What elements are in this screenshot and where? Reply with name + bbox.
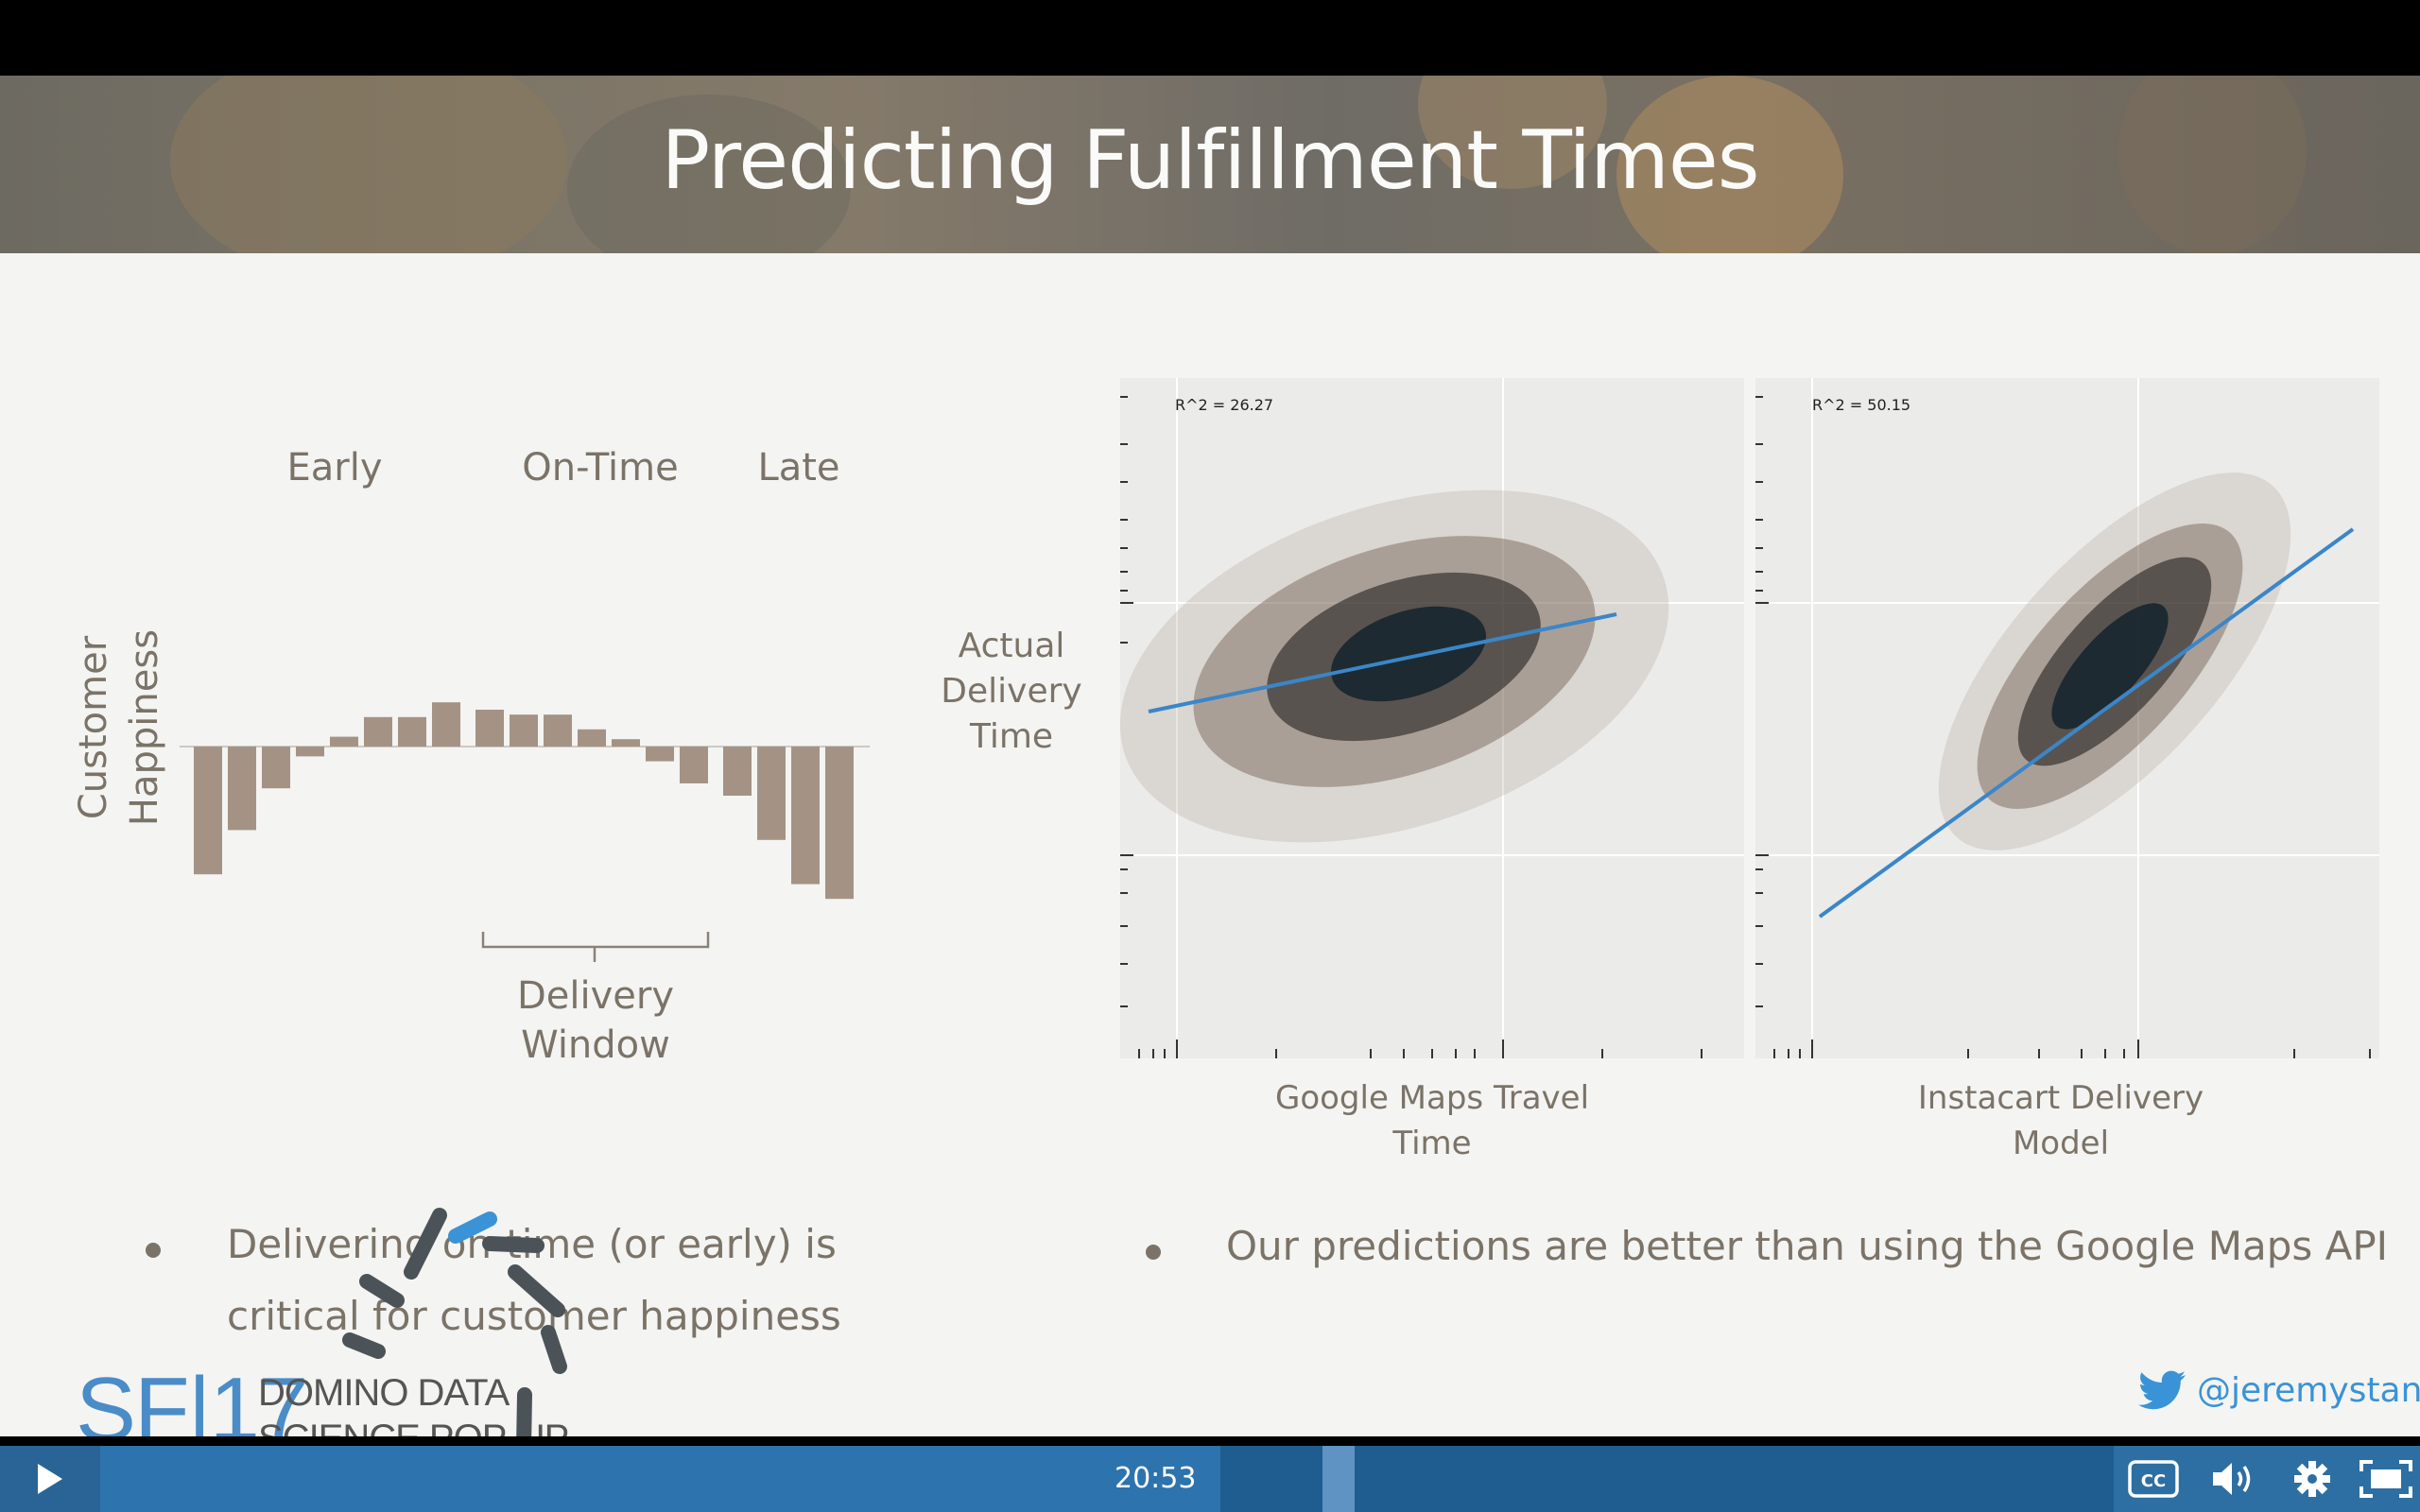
left-bullet-line2: critical for customer happiness xyxy=(227,1293,841,1339)
banner-texture xyxy=(170,76,567,253)
scatter-ylabel-line3: Time xyxy=(969,717,1054,756)
happiness-bar xyxy=(330,736,358,747)
left-bullet-dot xyxy=(146,1243,161,1258)
fit-line xyxy=(1148,612,1617,713)
happiness-bar xyxy=(432,702,460,747)
y-axis-label-line1: Customer xyxy=(72,635,115,820)
label-on-time: On-Time xyxy=(522,446,679,490)
scatter-cloud xyxy=(1938,472,2291,850)
scatter-y-axis-label: Actual Delivery Time xyxy=(917,624,1106,760)
happiness-bar xyxy=(578,729,606,747)
x-axis-label-instacart: Instacart Delivery Model xyxy=(1917,1079,2204,1162)
slide-title: Predicting Fulfillment Times xyxy=(661,113,1759,208)
happiness-bar xyxy=(646,747,674,762)
label-early: Early xyxy=(286,446,383,490)
happiness-bar xyxy=(757,747,786,840)
happiness-bar xyxy=(228,747,256,831)
twitter-handle-block: @jeremystan xyxy=(2138,1366,2420,1414)
happiness-bar xyxy=(680,747,708,783)
volume-button[interactable] xyxy=(2193,1446,2273,1512)
fit-line xyxy=(1818,527,2355,919)
captions-button[interactable]: CC xyxy=(2114,1446,2193,1512)
scrub-handle[interactable] xyxy=(1322,1446,1355,1512)
progress-fill xyxy=(100,1446,1220,1512)
x-axis-label-google: Google Maps Travel Time xyxy=(1274,1079,1590,1162)
play-icon xyxy=(38,1464,62,1494)
y-axis-ticks xyxy=(1755,396,1769,1007)
delivery-window-line1: Delivery xyxy=(516,974,675,1018)
happiness-bar xyxy=(262,747,290,789)
delivery-window-bracket xyxy=(481,932,710,962)
happiness-bar xyxy=(296,747,324,757)
progress-bar[interactable]: 20:53 xyxy=(100,1446,2114,1512)
happiness-bar-chart xyxy=(180,702,870,900)
delivery-window-label: Delivery Window xyxy=(454,971,737,1070)
happiness-bar xyxy=(510,714,538,747)
loading-spinner-icon xyxy=(342,1208,567,1436)
label-late: Late xyxy=(757,446,840,490)
happiness-bar xyxy=(194,747,222,875)
delivery-window-line2: Window xyxy=(521,1023,670,1067)
settings-button[interactable] xyxy=(2273,1446,2352,1512)
scatter-ylabel-line2: Delivery xyxy=(941,672,1082,711)
logo-line1: DOMINO DATA xyxy=(258,1372,510,1414)
r-squared-label: R^2 = 26.27 xyxy=(1175,396,1273,414)
happiness-bar xyxy=(544,714,572,747)
closed-captions-icon: CC xyxy=(2128,1460,2179,1498)
scatter-grid xyxy=(1120,378,1744,1058)
happiness-bar xyxy=(398,716,426,747)
scatter-cloud xyxy=(1120,490,1669,843)
happiness-bar xyxy=(825,747,854,900)
happiness-bar xyxy=(475,710,504,747)
gear-icon xyxy=(2294,1461,2330,1497)
fullscreen-button[interactable] xyxy=(2352,1446,2420,1512)
scatter-panel-instacart: R^2 = 50.15 xyxy=(1755,378,2379,1058)
scatter-panel-google-maps: R^2 = 26.27 xyxy=(1120,378,1744,1058)
scatter-ylabel-line1: Actual xyxy=(958,627,1065,665)
logo-mark: SF|17 xyxy=(76,1359,308,1437)
play-button[interactable] xyxy=(0,1446,100,1512)
logo-line2: SCIENCE POP-UP xyxy=(258,1418,569,1436)
happiness-bar xyxy=(791,747,820,885)
presentation-slide: Predicting Fulfillment Times Early On-Ti… xyxy=(0,76,2420,1436)
fullscreen-icon xyxy=(2360,1460,2412,1498)
x-axis-ticks xyxy=(1773,1040,2371,1058)
right-bullet: Our predictions are better than using th… xyxy=(1226,1223,2389,1269)
scatter-grid xyxy=(1755,378,2379,1058)
r-squared-label: R^2 = 50.15 xyxy=(1812,396,1910,414)
svg-text:CC: CC xyxy=(2141,1471,2166,1491)
x-axis-ticks xyxy=(1138,1040,1703,1058)
current-time: 20:53 xyxy=(1115,1462,1197,1495)
title-banner: Predicting Fulfillment Times xyxy=(0,76,2420,253)
conference-logo: SF|17 DOMINO DATA SCIENCE POP-UP xyxy=(76,1191,605,1437)
twitter-handle: @jeremystan xyxy=(2197,1370,2420,1410)
y-axis-label-line2: Happiness xyxy=(123,628,166,827)
video-controls-bar: 20:53 CC xyxy=(0,1446,2420,1512)
happiness-bar xyxy=(723,747,752,796)
y-axis-label: Customer Happiness xyxy=(68,605,170,850)
twitter-bird-icon xyxy=(2138,1370,2186,1410)
happiness-bar xyxy=(612,739,640,747)
happiness-bar xyxy=(364,716,392,747)
volume-icon xyxy=(2213,1463,2251,1495)
right-bullet-dot xyxy=(1146,1245,1161,1260)
y-axis-ticks xyxy=(1120,396,1133,1007)
